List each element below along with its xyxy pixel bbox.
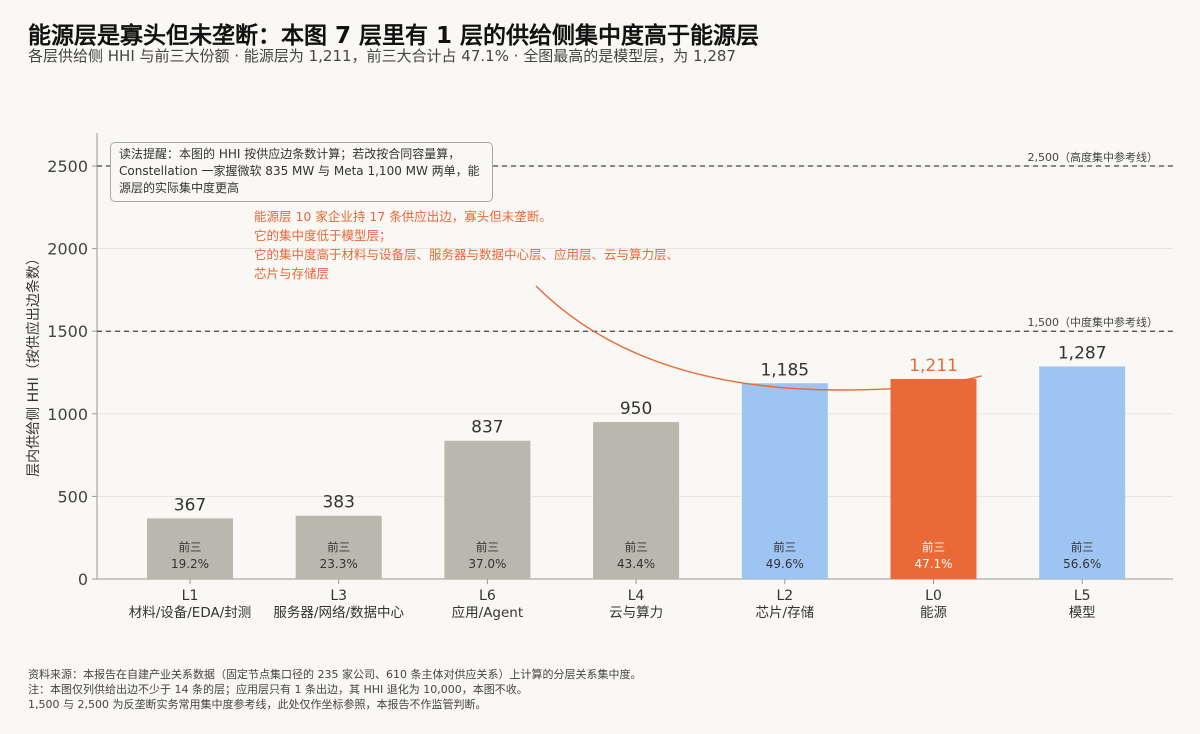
footnote-reference: 1,500 与 2,500 为反垄断实务常用集中度参考线，此处仅作坐标参照，本报…	[28, 698, 487, 711]
bar-value-label: 1,287	[1058, 343, 1107, 363]
callout-line: 能源层 10 家企业持 17 条供应出边，寡头但未垄断。	[254, 209, 552, 224]
reference-line-label: 1,500（中度集中参考线）	[1028, 315, 1159, 329]
x-tick-name: 云与算力	[609, 605, 663, 621]
top3-label: 前三	[922, 540, 945, 554]
bar-value-label: 383	[322, 493, 354, 513]
reading-note-box: 读法提醒：本图的 HHI 按供应边条数计算；若改按合同容量算，Constella…	[110, 142, 493, 202]
x-tick-name: 芯片/存储	[756, 605, 815, 621]
footnotes: 资料来源：本报告在自建产业关系数据（固定节点集口径的 235 家公司、610 条…	[28, 667, 641, 712]
callout-line: 它的集中度高于材料与设备层、服务器与数据中心层、应用层、云与算力层、	[254, 247, 680, 262]
top3-share-label: 56.6%	[1063, 557, 1101, 571]
bar-value-label: 837	[471, 418, 503, 438]
top3-label: 前三	[327, 540, 350, 554]
y-tick-label: 0	[78, 570, 88, 589]
chart-title: 能源层是寡头但未垄断：本图 7 层里有 1 层的供给侧集中度高于能源层	[28, 23, 760, 49]
bar	[295, 515, 382, 579]
top3-label: 前三	[476, 540, 499, 554]
chart-subtitle: 各层供给侧 HHI 与前三大份额 · 能源层为 1,211，前三大合计占 47.…	[28, 47, 736, 65]
x-tick-code: L2	[776, 588, 793, 604]
x-tick-name: 材料/设备/EDA/封测	[129, 604, 252, 621]
bar	[147, 518, 233, 579]
callout-arrow	[535, 285, 982, 391]
top3-share-label: 23.3%	[320, 557, 358, 571]
bar-value-label: 950	[620, 399, 652, 419]
bar-value-label: 1,185	[760, 360, 809, 380]
callout-line: 它的集中度低于模型层；	[254, 228, 392, 243]
bar	[444, 440, 531, 579]
top3-label: 前三	[1071, 540, 1094, 554]
y-tick-label: 500	[57, 487, 88, 506]
bar	[593, 422, 680, 579]
x-tick-code: L1	[182, 588, 199, 604]
y-axis-label: 层内供给侧 HHI（按供应出边条数）	[25, 251, 42, 477]
bar	[890, 378, 977, 579]
y-tick-label: 1500	[47, 322, 88, 341]
top3-share-label: 19.2%	[171, 557, 209, 571]
x-tick-code: L6	[479, 588, 496, 604]
bar	[741, 383, 828, 579]
top3-label: 前三	[179, 540, 202, 554]
bar	[1039, 366, 1126, 579]
x-tick-name: 模型	[1069, 605, 1096, 621]
top3-share-label: 37.0%	[468, 557, 506, 571]
bar-value-label: 367	[174, 495, 206, 515]
x-tick-code: L5	[1074, 588, 1091, 604]
x-tick-code: L4	[628, 588, 645, 604]
y-tick-label: 2000	[47, 240, 88, 259]
top3-label: 前三	[625, 540, 648, 554]
top3-label: 前三	[773, 540, 796, 554]
x-tick-name: 应用/Agent	[452, 604, 524, 621]
y-tick-label: 2500	[47, 157, 88, 176]
footnote-note: 注：本图仅列供给出边不少于 14 条的层；应用层只有 1 条出边，其 HHI 退…	[28, 683, 528, 696]
x-tick-name: 能源	[920, 605, 948, 621]
footnote-source: 资料来源：本报告在自建产业关系数据（固定节点集口径的 235 家公司、610 条…	[28, 668, 642, 681]
x-tick-code: L0	[925, 588, 942, 604]
top3-share-label: 47.1%	[914, 557, 952, 571]
y-tick-label: 1000	[47, 405, 88, 424]
x-tick-name: 服务器/网络/数据中心	[273, 605, 404, 621]
top3-share-label: 43.4%	[617, 557, 655, 571]
bar-value-label: 1,211	[909, 356, 958, 376]
energy-layer-callout: 能源层 10 家企业持 17 条供应出边，寡头但未垄断。 它的集中度低于模型层；…	[254, 207, 679, 283]
reading-note-text: 读法提醒：本图的 HHI 按供应边条数计算；若改按合同容量算，Constella…	[119, 147, 480, 195]
x-tick-code: L3	[330, 588, 347, 604]
callout-line: 芯片与存储层	[254, 266, 330, 281]
reference-line-label: 2,500（高度集中参考线）	[1028, 150, 1159, 164]
top3-share-label: 49.6%	[766, 557, 804, 571]
